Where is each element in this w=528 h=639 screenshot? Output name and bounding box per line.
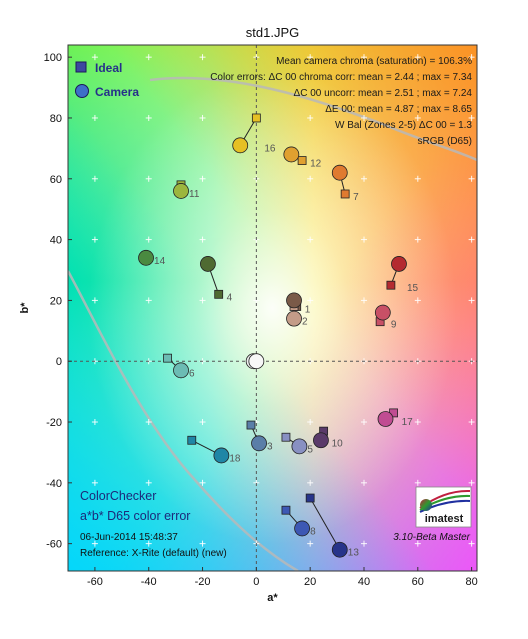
patch-label-2: 2 bbox=[302, 317, 308, 328]
x-tick-label: -40 bbox=[141, 576, 157, 588]
legend-ideal-swatch bbox=[75, 61, 87, 73]
patch-label-4: 4 bbox=[227, 292, 233, 303]
logo-text: imatest bbox=[425, 513, 464, 525]
camera-marker-13 bbox=[331, 541, 348, 558]
camera-marker-3 bbox=[251, 435, 267, 452]
x-tick-label: 60 bbox=[412, 576, 424, 588]
patch-label-9: 9 bbox=[391, 320, 397, 331]
chart-title: std1.JPG bbox=[246, 25, 299, 40]
y-tick-label: 40 bbox=[50, 235, 62, 247]
y-tick-label: -20 bbox=[46, 417, 62, 429]
patch-label-7: 7 bbox=[353, 192, 359, 203]
x-tick-label: 80 bbox=[465, 576, 477, 588]
camera-markers bbox=[138, 137, 407, 558]
gamut-boundary bbox=[68, 76, 477, 571]
ideal-marker-4 bbox=[214, 289, 224, 299]
patch-label-10: 10 bbox=[332, 438, 344, 449]
stats-block: Mean camera chroma (saturation) = 106.3%… bbox=[210, 56, 472, 147]
legend-camera-label: Camera bbox=[95, 85, 139, 99]
y-axis-label: b* bbox=[19, 302, 31, 314]
camera-marker-11 bbox=[173, 183, 189, 199]
camera-marker-14 bbox=[138, 249, 154, 266]
x-tick-label: 0 bbox=[253, 576, 259, 588]
camera-marker-15 bbox=[391, 256, 407, 272]
camera-marker-8 bbox=[294, 520, 310, 537]
camera-marker-7 bbox=[331, 164, 348, 181]
stat-line-1: Mean camera chroma (saturation) = 106.3% bbox=[276, 56, 472, 67]
camera-marker-18 bbox=[213, 447, 230, 464]
legend: Ideal Camera bbox=[75, 61, 139, 99]
camera-marker-2 bbox=[286, 310, 302, 327]
ideal-marker-16 bbox=[251, 113, 261, 123]
ideal-marker-3 bbox=[246, 420, 256, 430]
stat-line-4: ΔE 00: mean = 4.87 ; max = 8.65 bbox=[325, 104, 472, 115]
patch-label-12: 12 bbox=[310, 159, 322, 170]
x-tick-label: 40 bbox=[358, 576, 370, 588]
camera-marker-16 bbox=[232, 137, 249, 154]
x-tick-label: -60 bbox=[87, 576, 103, 588]
ideal-marker-12 bbox=[297, 156, 307, 165]
y-tick-label: -40 bbox=[46, 478, 62, 490]
y-tick-label: 80 bbox=[50, 113, 62, 125]
ideal-marker-13 bbox=[305, 493, 315, 503]
legend-ideal-label: Ideal bbox=[95, 61, 122, 75]
y-tick-label: 100 bbox=[44, 52, 62, 64]
patch-label-6: 6 bbox=[189, 368, 195, 379]
patch-label-3: 3 bbox=[267, 441, 273, 452]
y-tick-label: 60 bbox=[50, 174, 62, 186]
camera-marker-4 bbox=[200, 256, 216, 272]
camera-marker-1 bbox=[286, 292, 302, 309]
patch-label-14: 14 bbox=[154, 256, 166, 267]
ideal-marker-6 bbox=[163, 353, 172, 363]
footer-block: ColorChecker a*b* D65 color error 06-Jun… bbox=[80, 489, 471, 559]
stat-line-6: sRGB (D65) bbox=[418, 136, 472, 147]
patch-label-17: 17 bbox=[402, 417, 414, 428]
camera-marker-17 bbox=[377, 411, 394, 427]
footer-reference: Reference: X-Rite (default) (new) bbox=[80, 548, 227, 559]
patch-label-5: 5 bbox=[307, 444, 313, 455]
patch-label-8: 8 bbox=[310, 526, 316, 537]
x-tick-label: 20 bbox=[304, 576, 316, 588]
imatest-logo: imatest bbox=[415, 486, 472, 528]
camera-marker-9 bbox=[374, 304, 391, 321]
error-connector-13 bbox=[309, 497, 341, 550]
y-tick-label: 0 bbox=[56, 356, 62, 368]
footer-date: 06-Jun-2014 15:48:37 bbox=[80, 532, 178, 543]
y-tick-label: 20 bbox=[50, 295, 62, 307]
patch-label-18: 18 bbox=[229, 453, 241, 464]
x-tick-label: -20 bbox=[195, 576, 211, 588]
y-axis-ticks: -60 -40 -20 0 20 40 60 80 100 bbox=[44, 52, 72, 551]
camera-marker-10 bbox=[313, 432, 329, 449]
footer-version: 3.10-Beta Master bbox=[393, 532, 470, 543]
ideal-marker-8 bbox=[281, 505, 291, 515]
camera-marker-5 bbox=[291, 438, 308, 455]
stat-line-2: Color errors: ΔC 00 chroma corr: mean = … bbox=[210, 72, 472, 83]
plot-background bbox=[68, 45, 477, 571]
ideal-marker-15 bbox=[386, 280, 396, 290]
y-tick-label: -60 bbox=[46, 539, 62, 551]
stat-line-5: W Bal (Zones 2-5) ΔC 00 = 1.3 bbox=[335, 120, 472, 131]
footer-title-2: a*b* D65 color error bbox=[80, 509, 190, 523]
x-axis-ticks: -60 -40 -20 0 20 40 60 80 bbox=[87, 567, 478, 588]
patch-label-15: 15 bbox=[407, 283, 419, 294]
camera-marker-20 bbox=[248, 353, 265, 370]
ideal-marker-18 bbox=[187, 435, 197, 445]
patch-label-11: 11 bbox=[189, 189, 200, 200]
patch-label-1: 1 bbox=[305, 304, 311, 315]
footer-title-1: ColorChecker bbox=[80, 489, 156, 503]
camera-marker-12 bbox=[283, 146, 300, 163]
stat-line-3: ΔC 00 uncorr: mean = 2.51 ; max = 7.24 bbox=[294, 88, 473, 99]
x-axis-label: a* bbox=[267, 592, 278, 604]
ideal-marker-7 bbox=[340, 189, 350, 199]
legend-camera-swatch bbox=[75, 84, 89, 98]
plot-frame bbox=[67, 44, 478, 572]
patch-label-13: 13 bbox=[348, 548, 360, 559]
patch-label-16: 16 bbox=[264, 143, 276, 154]
ideal-marker-5 bbox=[281, 432, 291, 442]
camera-marker-6 bbox=[173, 362, 189, 379]
